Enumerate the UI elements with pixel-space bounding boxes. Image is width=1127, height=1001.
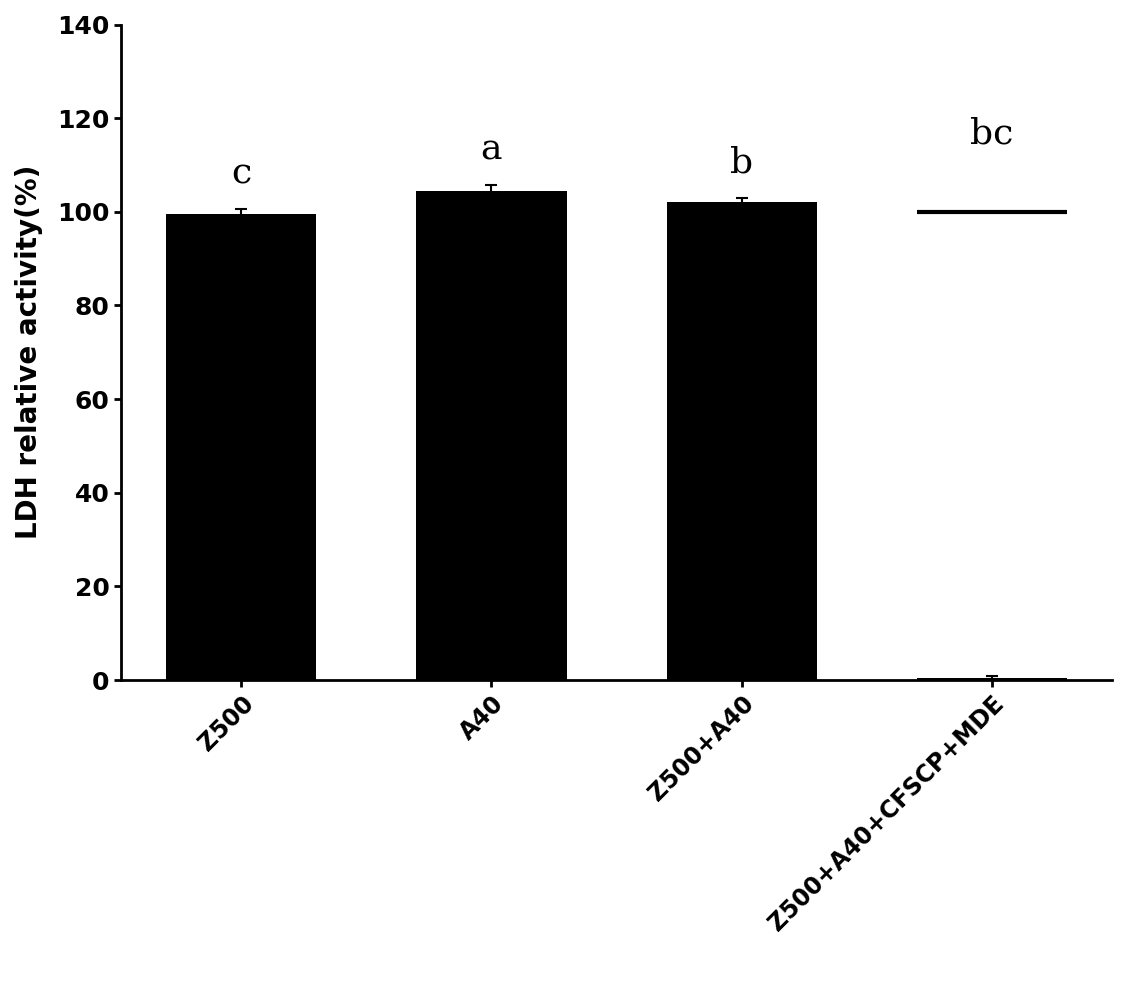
Text: c: c — [231, 157, 251, 191]
Y-axis label: LDH relative activity(%): LDH relative activity(%) — [15, 165, 43, 540]
Text: a: a — [481, 132, 503, 166]
Bar — [667, 202, 817, 680]
Text: b: b — [730, 145, 753, 179]
Bar — [917, 678, 1067, 680]
Bar — [417, 191, 567, 680]
Text: bc: bc — [970, 117, 1013, 151]
Bar — [166, 214, 317, 680]
